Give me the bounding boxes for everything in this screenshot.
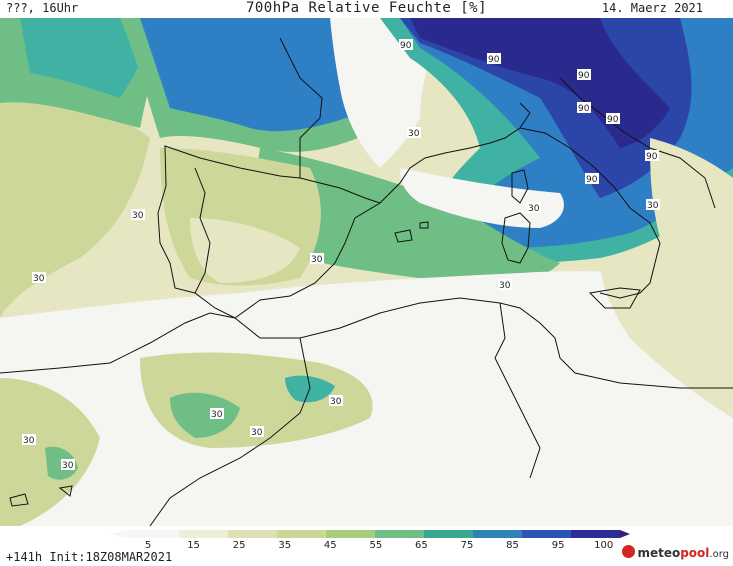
contour-label-30: 30	[61, 459, 75, 471]
contour-label-30: 30	[646, 199, 660, 211]
coast-corsica	[511, 169, 529, 204]
coast-italy	[519, 77, 716, 299]
colorbar-cells	[108, 530, 630, 538]
contour-label-90: 90	[577, 102, 591, 114]
colorbar-cell	[277, 530, 327, 538]
svg-text:30: 30	[528, 204, 540, 214]
forecast-date: 14. Maerz 2021	[601, 1, 703, 15]
coast-canaries	[9, 485, 73, 507]
colorbar-tick-label: 35	[278, 540, 292, 551]
colorbar-cell	[375, 530, 425, 538]
map-title: 700hPa Relative Feuchte [%]	[245, 0, 488, 16]
contour-label-30: 30	[310, 253, 324, 265]
svg-text:30: 30	[499, 281, 511, 291]
colorbar-tick-label: 15	[187, 540, 200, 551]
contour-label-90: 90	[487, 53, 501, 65]
svg-text:90: 90	[607, 115, 619, 125]
meteopool-logo-icon	[622, 545, 635, 558]
colorbar-cell	[130, 530, 180, 538]
svg-text:30: 30	[251, 428, 263, 438]
svg-text:90: 90	[578, 104, 590, 114]
svg-text:30: 30	[647, 201, 659, 211]
colorbar-cell	[473, 530, 523, 538]
humidity-region-iberia-light	[190, 218, 300, 283]
logo-text-brand: pool	[680, 546, 710, 560]
colorbar-max-arrow	[620, 530, 630, 538]
colorbar-cell	[522, 530, 572, 538]
contour-label-90: 90	[585, 173, 599, 185]
coast-iberia	[157, 145, 382, 319]
colorbar-tick-label: 45	[323, 540, 337, 551]
colorbar-cell	[326, 530, 376, 538]
humidity-region-nw	[20, 18, 160, 98]
colorbar	[108, 530, 630, 538]
colorbar-tick-label: 75	[460, 540, 474, 551]
logo-text-suffix: .org	[709, 549, 729, 560]
colorbar-cell	[424, 530, 474, 538]
svg-text:30: 30	[33, 274, 45, 284]
coastlines	[0, 37, 733, 526]
colorbar-tick-label: 85	[506, 540, 519, 551]
svg-text:30: 30	[408, 129, 420, 139]
contour-label-30: 30	[210, 408, 224, 420]
colorbar-min-arrow	[108, 530, 130, 538]
coast-sardinia	[501, 212, 531, 264]
forecast-time: ???, 16Uhr	[6, 1, 79, 15]
svg-text:30: 30	[330, 397, 342, 407]
contour-labels: 90 90 90 90 90 90 90 30 30 30 30 30 30 3…	[22, 39, 660, 471]
contour-label-30: 30	[250, 426, 264, 438]
svg-text:90: 90	[586, 175, 598, 185]
colorbar-tick-label: 5	[144, 540, 152, 551]
svg-text:30: 30	[311, 255, 323, 265]
svg-text:30: 30	[211, 410, 223, 420]
contour-label-30: 30	[407, 127, 421, 139]
border-spain-portugal	[194, 167, 211, 294]
svg-text:90: 90	[488, 55, 500, 65]
humidity-region-west	[0, 78, 150, 318]
colorbar-tick-label: 100	[594, 540, 614, 551]
contour-label-90: 90	[399, 39, 413, 51]
contour-label-90: 90	[645, 150, 659, 162]
logo-text-prefix: meteo	[637, 546, 681, 560]
colorbar-cell	[179, 530, 229, 538]
contour-label-30: 30	[22, 434, 36, 446]
coast-france	[279, 37, 531, 204]
meteopool-logo[interactable]: meteopool.org	[637, 546, 729, 560]
contour-label-30: 30	[131, 209, 145, 221]
humidity-region-east-light	[600, 258, 733, 418]
colorbar-tick-label: 95	[551, 540, 565, 551]
svg-text:30: 30	[62, 461, 74, 471]
humidity-region-atlas-green	[170, 392, 240, 438]
humidity-map: 90 90 90 90 90 90 90 30 30 30 30 30 30 3…	[0, 18, 733, 526]
contour-label-30: 30	[498, 279, 512, 291]
colorbar-tick-label: 65	[415, 540, 428, 551]
contour-label-30: 30	[32, 272, 46, 284]
border-algeria-morocco	[149, 337, 311, 526]
humidity-region-med-band	[257, 148, 560, 285]
header-bar: ???, 16Uhr 700hPa Relative Feuchte [%] 1…	[0, 0, 733, 18]
colorbar-cell	[571, 530, 621, 538]
svg-text:90: 90	[646, 152, 658, 162]
coast-sicily	[588, 287, 641, 309]
coast-africa	[0, 297, 733, 389]
contour-label-90: 90	[606, 113, 620, 125]
contour-label-90: 90	[577, 69, 591, 81]
coast-balearics	[394, 221, 429, 243]
footer-bar: 5 15 25 35 45 55 65 75 85 95 100 +141h Init:18Z08M…	[0, 526, 733, 566]
colorbar-tick-label: 25	[232, 540, 246, 551]
colorbar-tick-label: 55	[369, 540, 383, 551]
contour-label-30: 30	[527, 202, 541, 214]
humidity-region-med-dry	[400, 168, 564, 228]
init-time: +141h Init:18Z08MAR2021	[6, 550, 173, 564]
contour-label-30: 30	[329, 395, 343, 407]
colorbar-cell	[228, 530, 278, 538]
svg-text:30: 30	[132, 211, 144, 221]
svg-text:90: 90	[400, 41, 412, 51]
svg-text:90: 90	[578, 71, 590, 81]
border-algeria-tunisia	[494, 302, 541, 479]
humidity-region-italy-navy	[410, 18, 670, 148]
svg-text:30: 30	[23, 436, 35, 446]
